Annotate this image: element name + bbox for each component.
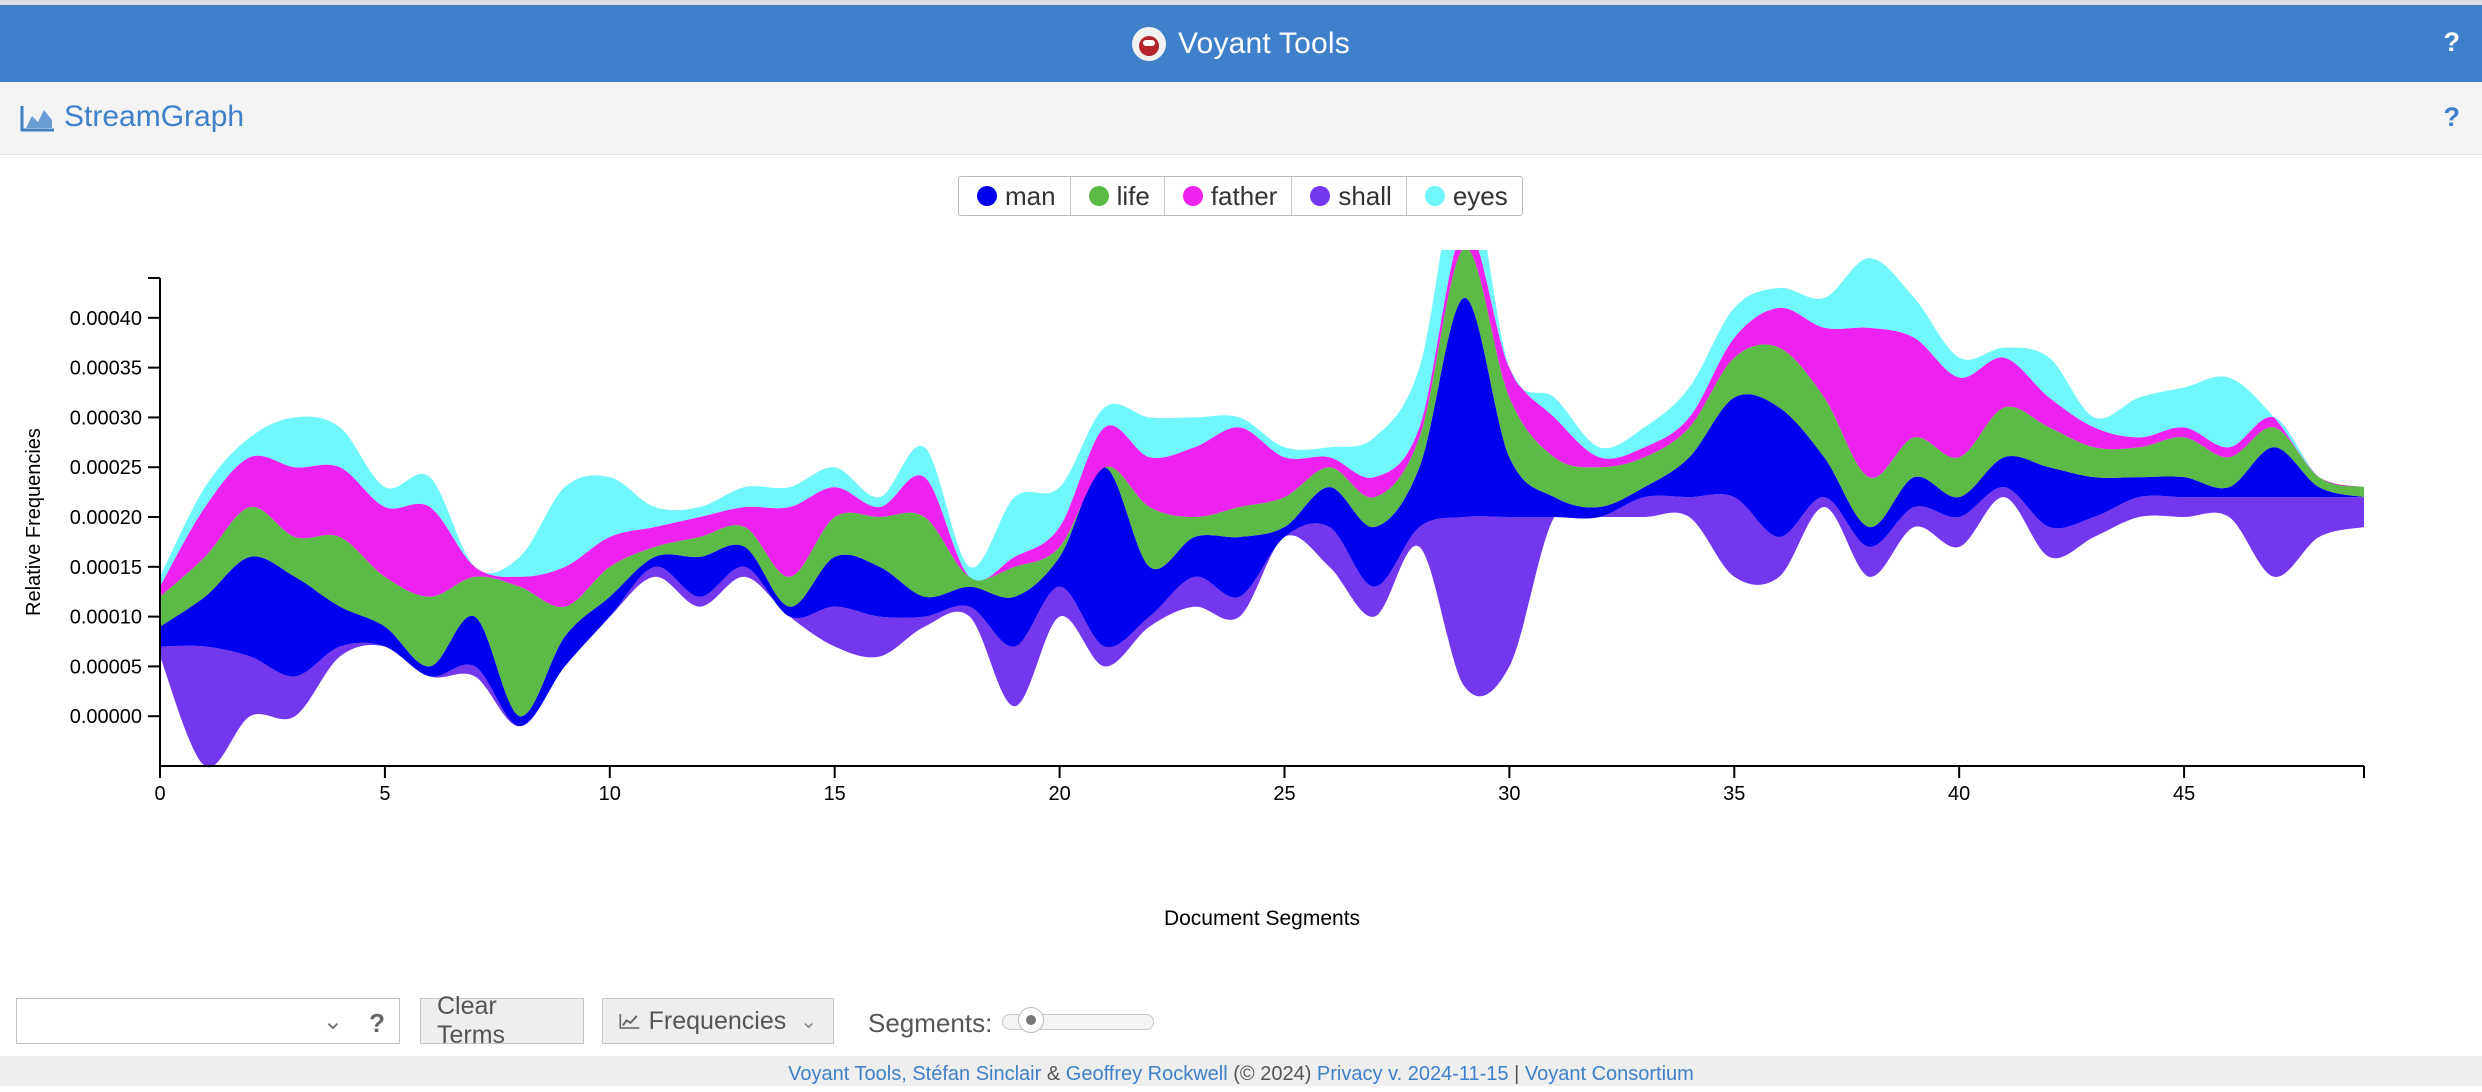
stream-father [160,250,2364,607]
legend-label: man [1005,180,1056,211]
x-tick-label: 30 [1498,783,1520,805]
x-tick-label: 40 [1948,783,1970,805]
bottom-toolbar: ⌄ ? Clear Terms Frequencies ⌄ Segments: [0,990,2482,1056]
y-axis-label: Relative Frequencies [23,428,45,616]
x-tick-label: 15 [824,783,846,805]
segments-label: Segments: [868,1008,993,1038]
app-help-icon[interactable]: ? [2443,27,2461,57]
line-chart-icon [619,1013,640,1029]
window-top-border [0,0,2482,5]
y-tick-label: 0.00040 [70,308,142,330]
stream-shall [160,487,2364,768]
y-tick-label: 0.00005 [70,656,142,678]
privacy-link[interactable]: Privacy [1316,1063,1383,1085]
consortium-link[interactable]: Voyant Consortium [1524,1063,1694,1085]
legend-swatch [1424,186,1445,206]
legend-swatch [1182,186,1203,206]
footer-copyright: (© 2024) [1233,1063,1312,1085]
streamgraph-chart: 0.00000 0.00005 0.00010 0.00015 0.00020 0.000… [23,250,2365,930]
rockwell-link[interactable]: Geoffrey Rockwell [1065,1063,1228,1085]
voyant-link[interactable]: Voyant Tools, Stéfan Sinclair [788,1063,1042,1085]
frequencies-button[interactable]: Frequencies ⌄ [602,998,834,1044]
panel-title: StreamGraph [64,100,245,133]
legend-swatch [977,186,997,206]
y-tick-label: 0.00015 [70,557,142,579]
legend-swatch [1310,186,1331,206]
voyant-logo-icon [1132,26,1166,61]
footer-separator: | [1514,1063,1520,1085]
y-tick-label: 0.00030 [70,407,142,429]
frequencies-label: Frequencies [648,1006,787,1035]
segments-slider-thumb[interactable] [1018,1007,1044,1033]
legend-item-shall[interactable]: shall [1292,177,1407,215]
y-tick-label: 0.00035 [70,358,142,380]
chevron-down-icon: ⌄ [800,1010,817,1033]
legend-label: father [1210,180,1278,211]
y-tick-label: 0.00000 [70,706,142,728]
clear-terms-button[interactable]: Clear Terms [420,992,584,1049]
legend-item-father[interactable]: father [1165,177,1293,215]
y-tick-label: 0.00025 [70,457,142,479]
legend-item-eyes[interactable]: eyes [1407,177,1522,215]
legend-label: life [1116,180,1150,211]
x-tick-label: 0 [154,783,165,805]
legend-label: shall [1338,180,1392,211]
legend-item-man[interactable]: man [959,177,1071,215]
x-tick-label: 25 [1273,783,1295,805]
panel-header: StreamGraph ? [0,82,2482,155]
term-search-combo[interactable]: ⌄ ? [16,998,400,1044]
panel-help-icon[interactable]: ? [2443,102,2461,132]
area-chart-icon [20,104,56,137]
x-tick-label: 20 [1048,783,1070,805]
y-tick-label: 0.00020 [70,507,142,529]
version-link[interactable]: v. 2024-11-15 [1388,1063,1509,1085]
y-tick-label: 0.00010 [70,607,142,629]
footer: Voyant Tools, Stéfan Sinclair & Geoffrey… [0,1056,2482,1086]
x-tick-label: 35 [1723,783,1745,805]
chevron-down-icon[interactable]: ⌄ [322,1008,343,1035]
legend-item-life[interactable]: life [1071,177,1165,215]
app-header: Voyant Tools ? [0,5,2482,82]
x-axis-label: Document Segments [1164,907,1360,930]
x-tick-label: 10 [599,783,621,805]
legend-label: eyes [1452,180,1508,211]
footer-amp: & [1046,1063,1061,1085]
search-help-icon[interactable]: ? [369,1008,385,1038]
legend-swatch [1088,186,1109,206]
x-tick-label: 5 [379,783,390,805]
x-tick-label: 45 [2173,783,2195,805]
app-title: Voyant Tools [1178,26,1350,60]
chart-legend: man life father shall eyes [958,176,1523,216]
